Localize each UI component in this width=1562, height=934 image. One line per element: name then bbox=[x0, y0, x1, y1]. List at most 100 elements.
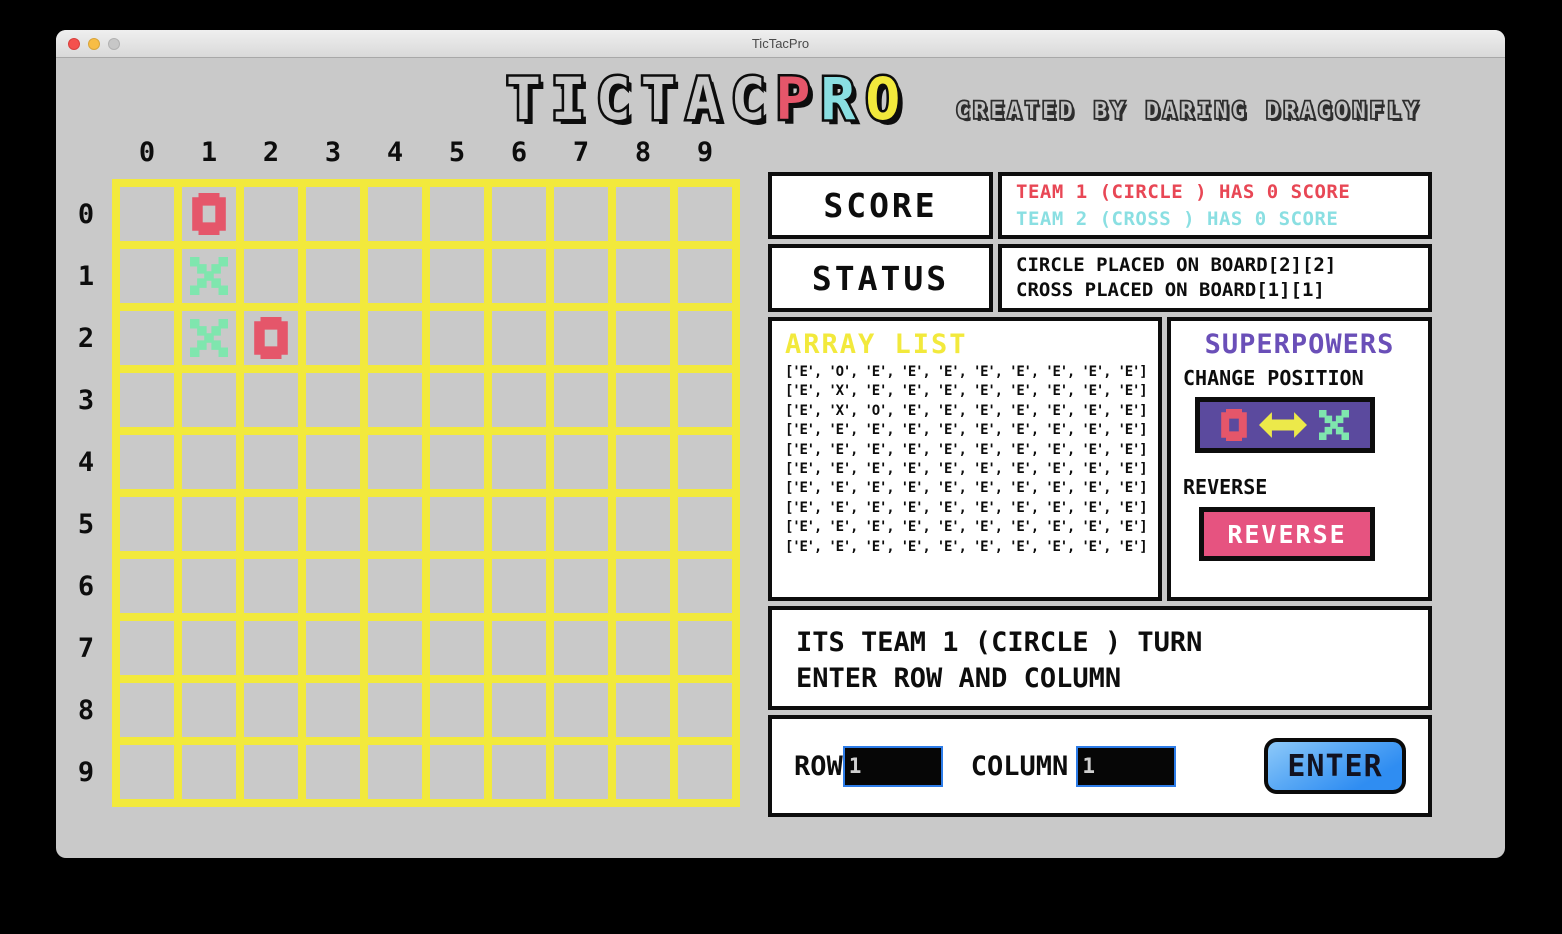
board-cell[interactable] bbox=[616, 249, 670, 303]
board-cell[interactable] bbox=[306, 559, 360, 613]
board-cell[interactable] bbox=[368, 187, 422, 241]
board-cell[interactable] bbox=[430, 497, 484, 551]
board-cell[interactable] bbox=[306, 311, 360, 365]
board-cell[interactable] bbox=[368, 435, 422, 489]
board-cell[interactable] bbox=[244, 497, 298, 551]
board-cell[interactable] bbox=[182, 621, 236, 675]
board-cell[interactable] bbox=[678, 745, 732, 799]
board-cell[interactable] bbox=[368, 497, 422, 551]
board-cell[interactable] bbox=[306, 497, 360, 551]
board-cell[interactable] bbox=[554, 497, 608, 551]
board-cell[interactable] bbox=[120, 745, 174, 799]
board-cell[interactable] bbox=[368, 621, 422, 675]
board-cell[interactable] bbox=[306, 249, 360, 303]
board-cell[interactable] bbox=[554, 559, 608, 613]
board-cell[interactable] bbox=[492, 621, 546, 675]
board-cell[interactable] bbox=[430, 311, 484, 365]
board-cell[interactable] bbox=[678, 311, 732, 365]
row-input[interactable] bbox=[842, 745, 943, 787]
board-cell[interactable] bbox=[244, 559, 298, 613]
board-cell[interactable] bbox=[492, 435, 546, 489]
board-cell[interactable] bbox=[678, 187, 732, 241]
board-cell[interactable] bbox=[678, 683, 732, 737]
board-cell[interactable] bbox=[492, 497, 546, 551]
board-cell[interactable] bbox=[120, 187, 174, 241]
board-cell[interactable] bbox=[182, 559, 236, 613]
board-cell[interactable] bbox=[554, 187, 608, 241]
board-cell[interactable] bbox=[430, 249, 484, 303]
board-cell[interactable] bbox=[554, 373, 608, 427]
board-cell[interactable] bbox=[430, 187, 484, 241]
board-cell[interactable] bbox=[616, 187, 670, 241]
board-cell[interactable] bbox=[120, 249, 174, 303]
board-cell[interactable] bbox=[244, 311, 298, 365]
board-cell[interactable] bbox=[182, 311, 236, 365]
board-cell[interactable] bbox=[616, 311, 670, 365]
reverse-button[interactable]: REVERSE bbox=[1199, 507, 1375, 561]
board-cell[interactable] bbox=[120, 435, 174, 489]
board-cell[interactable] bbox=[182, 683, 236, 737]
board-cell[interactable] bbox=[492, 745, 546, 799]
board-cell[interactable] bbox=[492, 311, 546, 365]
board-cell[interactable] bbox=[244, 373, 298, 427]
board-cell[interactable] bbox=[430, 683, 484, 737]
board-cell[interactable] bbox=[120, 497, 174, 551]
board-cell[interactable] bbox=[616, 683, 670, 737]
board-cell[interactable] bbox=[306, 373, 360, 427]
board-cell[interactable] bbox=[492, 683, 546, 737]
board-cell[interactable] bbox=[616, 559, 670, 613]
board-cell[interactable] bbox=[306, 187, 360, 241]
board-cell[interactable] bbox=[182, 373, 236, 427]
board-cell[interactable] bbox=[306, 621, 360, 675]
board-cell[interactable] bbox=[430, 745, 484, 799]
board-cell[interactable] bbox=[430, 435, 484, 489]
board-cell[interactable] bbox=[120, 559, 174, 613]
board-cell[interactable] bbox=[120, 683, 174, 737]
board-cell[interactable] bbox=[306, 683, 360, 737]
board-cell[interactable] bbox=[554, 683, 608, 737]
change-position-button[interactable] bbox=[1195, 397, 1375, 453]
column-input[interactable] bbox=[1076, 745, 1177, 787]
zoom-button[interactable] bbox=[108, 38, 120, 50]
board-cell[interactable] bbox=[306, 745, 360, 799]
board-cell[interactable] bbox=[616, 373, 670, 427]
board-cell[interactable] bbox=[120, 621, 174, 675]
board-cell[interactable] bbox=[120, 373, 174, 427]
board-cell[interactable] bbox=[616, 435, 670, 489]
board-cell[interactable] bbox=[554, 249, 608, 303]
enter-button[interactable]: ENTER bbox=[1264, 738, 1406, 794]
board-cell[interactable] bbox=[244, 683, 298, 737]
board-cell[interactable] bbox=[182, 249, 236, 303]
board-cell[interactable] bbox=[368, 745, 422, 799]
board-cell[interactable] bbox=[492, 187, 546, 241]
board-cell[interactable] bbox=[678, 559, 732, 613]
board-cell[interactable] bbox=[368, 683, 422, 737]
board-cell[interactable] bbox=[430, 373, 484, 427]
board-cell[interactable] bbox=[244, 249, 298, 303]
board-cell[interactable] bbox=[244, 745, 298, 799]
board-cell[interactable] bbox=[182, 435, 236, 489]
board-cell[interactable] bbox=[616, 745, 670, 799]
board-cell[interactable] bbox=[678, 249, 732, 303]
board-cell[interactable] bbox=[244, 435, 298, 489]
board-cell[interactable] bbox=[182, 745, 236, 799]
board-cell[interactable] bbox=[678, 621, 732, 675]
board-cell[interactable] bbox=[244, 187, 298, 241]
minimize-button[interactable] bbox=[88, 38, 100, 50]
board-cell[interactable] bbox=[492, 559, 546, 613]
close-button[interactable] bbox=[68, 38, 80, 50]
board-cell[interactable] bbox=[554, 311, 608, 365]
board-cell[interactable] bbox=[678, 497, 732, 551]
board-cell[interactable] bbox=[120, 311, 174, 365]
board-cell[interactable] bbox=[554, 621, 608, 675]
board-cell[interactable] bbox=[368, 311, 422, 365]
board-cell[interactable] bbox=[492, 373, 546, 427]
board-cell[interactable] bbox=[430, 621, 484, 675]
board-cell[interactable] bbox=[430, 559, 484, 613]
title-bar[interactable]: TicTacPro bbox=[56, 30, 1505, 58]
board-cell[interactable] bbox=[368, 249, 422, 303]
board-cell[interactable] bbox=[678, 435, 732, 489]
board-cell[interactable] bbox=[616, 497, 670, 551]
board-cell[interactable] bbox=[182, 497, 236, 551]
board-cell[interactable] bbox=[554, 435, 608, 489]
